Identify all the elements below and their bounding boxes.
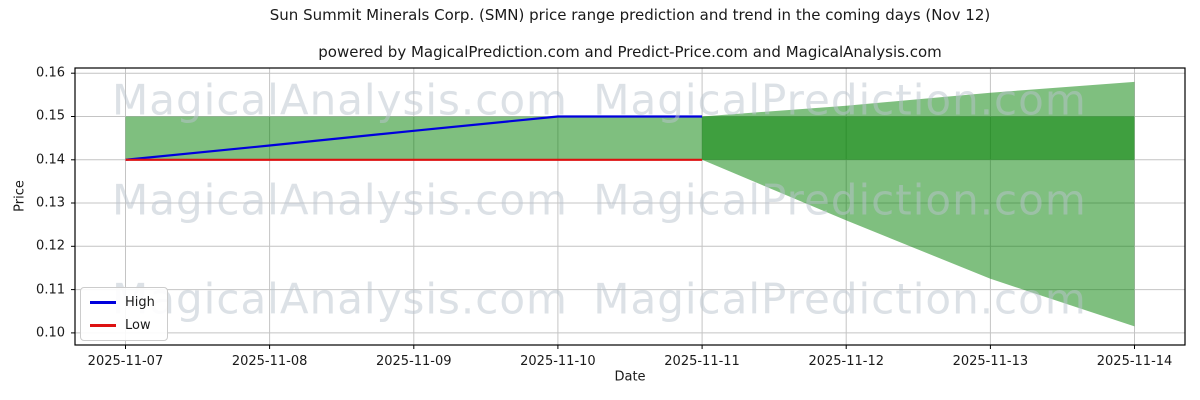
legend-line-swatch <box>90 301 116 304</box>
series-line-high <box>125 115 703 161</box>
legend-label: High <box>125 295 155 310</box>
legend-line-swatch <box>90 324 116 327</box>
y-tick-label: 0.15 <box>36 108 65 124</box>
y-tick-label: 0.13 <box>36 195 65 211</box>
y-tick-label: 0.14 <box>36 152 65 168</box>
x-tick-label: 2025-11-11 <box>664 354 740 369</box>
legend-row: High <box>90 295 155 310</box>
y-axis-label: Price <box>12 180 28 212</box>
x-tick-label: 2025-11-13 <box>952 354 1029 369</box>
y-tick-label: 0.10 <box>36 325 65 341</box>
x-tick-label: 2025-11-09 <box>375 354 452 369</box>
x-tick-label: 2025-11-07 <box>87 354 164 369</box>
x-tick-label: 2025-11-08 <box>231 354 308 369</box>
legend: High Low <box>80 287 168 341</box>
x-tick-label: 2025-11-14 <box>1096 354 1173 369</box>
y-tick-label: 0.16 <box>36 65 65 81</box>
legend-label: Low <box>125 318 151 333</box>
band-history-range <box>125 116 703 160</box>
plot-border <box>74 67 1186 346</box>
y-tick-label: 0.11 <box>36 282 65 298</box>
x-tick-label: 2025-11-12 <box>808 354 884 369</box>
x-axis-label: Date <box>614 369 646 385</box>
band-forecast-core <box>702 116 1135 160</box>
x-tick-label: 2025-11-10 <box>520 354 596 369</box>
chart-title: Sun Summit Minerals Corp. (SMN) price ra… <box>269 6 991 24</box>
legend-row: Low <box>90 318 155 333</box>
y-tick-label: 0.12 <box>36 238 65 254</box>
chart-subtitle: powered by MagicalPrediction.com and Pre… <box>318 43 942 61</box>
